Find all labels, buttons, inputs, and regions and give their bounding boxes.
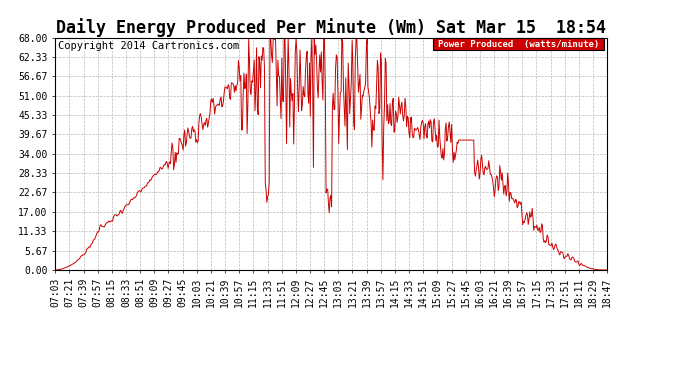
- Text: Power Produced  (watts/minute): Power Produced (watts/minute): [438, 40, 600, 49]
- FancyBboxPatch shape: [433, 38, 604, 50]
- Text: Copyright 2014 Cartronics.com: Copyright 2014 Cartronics.com: [58, 41, 239, 51]
- Title: Daily Energy Produced Per Minute (Wm) Sat Mar 15  18:54: Daily Energy Produced Per Minute (Wm) Sa…: [56, 18, 607, 38]
